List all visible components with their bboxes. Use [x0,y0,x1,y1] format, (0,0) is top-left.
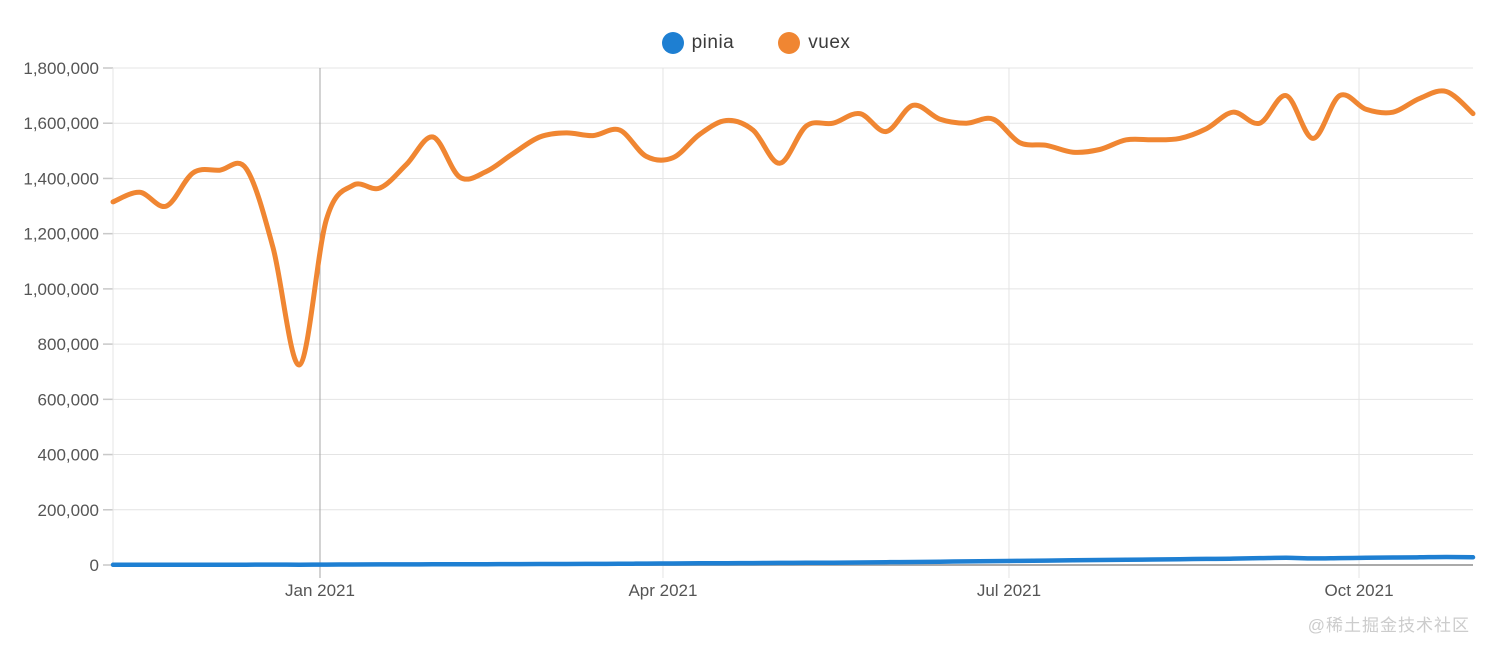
watermark-text: @稀土掘金技术社区 [1307,616,1470,635]
y-axis-tick-label: 1,600,000 [23,114,99,133]
legend-item-vuex: vuex [778,32,850,54]
legend-label-vuex: vuex [808,32,851,53]
y-axis-tick-label: 200,000 [38,501,99,520]
x-axis-tick-label: Apr 2021 [628,581,697,600]
legend-item-pinia: pinia [661,32,735,54]
x-axis-tick-label: Jul 2021 [977,581,1041,600]
y-axis-tick-label: 0 [90,556,99,575]
downloads-line-chart: 0 200,000 400,000 600,000 800,000 1,000,000 1,… [23,59,1476,600]
y-axis-tick-label: 1,400,000 [23,169,99,188]
pinia-line [110,554,1476,568]
chart-legend: pinia vuex [0,32,1512,54]
x-axis-tick-label: Jan 2021 [285,581,355,600]
y-axis-tick-label: 1,800,000 [23,59,99,78]
pinia-series-dot-icon [661,32,684,54]
vuex-series-dot-icon [778,32,801,54]
legend-label-pinia: pinia [691,32,735,53]
y-axis-tick-label: 400,000 [38,446,99,465]
vuex-line [110,88,1476,368]
y-axis-tick-label: 1,200,000 [23,225,99,244]
y-axis-tick-label: 1,000,000 [23,280,99,299]
y-axis-tick-label: 800,000 [38,335,99,354]
y-axis-tick-label: 600,000 [38,390,99,409]
x-axis-tick-label: Oct 2021 [1325,581,1394,600]
